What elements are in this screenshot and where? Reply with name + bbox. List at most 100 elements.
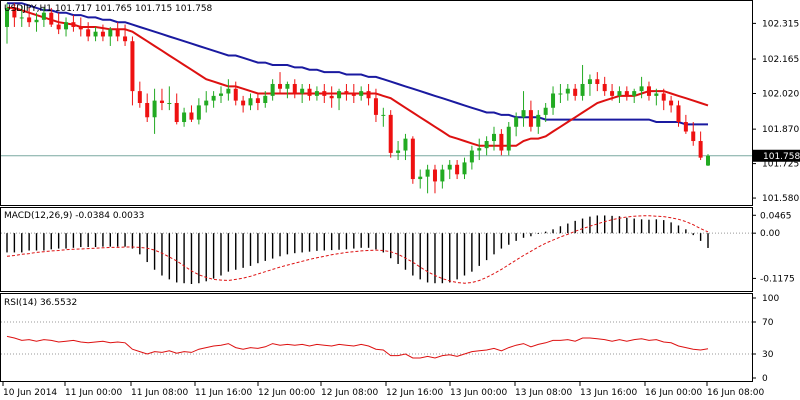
candle: [602, 76, 607, 96]
candle: [285, 81, 290, 99]
candle: [691, 122, 696, 146]
candle-body: [278, 83, 283, 89]
candle-body: [189, 112, 194, 120]
price-tick-label: 102.315: [762, 19, 799, 29]
candle-body: [314, 91, 319, 96]
candle: [669, 95, 674, 113]
candle: [632, 88, 637, 103]
candle-body: [669, 100, 674, 106]
candle: [344, 83, 349, 101]
candle-body: [410, 138, 415, 180]
candle: [64, 17, 69, 37]
candle: [182, 107, 187, 127]
time-tick-label: 16 Jun 08:00: [707, 388, 764, 398]
candle: [639, 76, 644, 99]
candle-body: [632, 91, 637, 96]
macd-panel: MACD(12,26,9) -0.0384 0.0033 0.0465 0.00 -…: [0, 207, 795, 292]
candle-body: [218, 93, 223, 96]
candle: [499, 129, 504, 156]
candle-body: [587, 79, 592, 84]
candle: [536, 110, 541, 134]
candle-body: [211, 95, 216, 101]
candle: [410, 136, 415, 184]
price-tick-label: 101.725: [762, 160, 799, 170]
price-tick-label: 102.020: [762, 89, 799, 99]
time-tick-label: 12 Jun 16:00: [386, 388, 443, 398]
candle-body: [499, 133, 504, 151]
candle: [676, 100, 681, 127]
candle: [174, 93, 179, 125]
time-tick-label: 11 Jun 00:00: [65, 388, 122, 398]
candle: [514, 112, 519, 137]
candle-body: [130, 41, 135, 92]
price-tick-label: 101.870: [762, 125, 799, 135]
candle: [71, 15, 76, 32]
candle-body: [469, 150, 474, 163]
time-tick-label: 13 Jun 00:00: [450, 388, 507, 398]
candle: [654, 88, 659, 106]
candle-body: [418, 176, 423, 180]
candle-body: [366, 91, 371, 99]
current-price-label-box: [753, 149, 800, 162]
candle: [56, 12, 61, 35]
candle-body: [691, 131, 696, 142]
candle: [270, 79, 275, 101]
candle: [255, 93, 260, 111]
time-axis: 10 Jun 2014 11 Jun 00:00 11 Jun 08:00 11 Ju…: [2, 382, 764, 398]
price-chart-title: USDJPY,H1 101.717 101.765 101.715 101.75…: [4, 4, 213, 14]
candle-body: [462, 162, 467, 175]
candle: [41, 7, 46, 27]
candle-body: [71, 22, 76, 27]
candle: [226, 79, 231, 101]
candle: [462, 157, 467, 180]
candle-body: [492, 133, 497, 142]
macd-tick-label: -0.1175: [760, 274, 795, 284]
candle-body: [543, 107, 548, 115]
candle: [152, 88, 157, 134]
macd-title: MACD(12,26,9) -0.0384 0.0033: [4, 211, 144, 221]
candle-body: [196, 105, 201, 120]
candle: [366, 83, 371, 106]
candle-body: [292, 83, 297, 94]
rsi-panel: RSI(14) 36.5532 100 70 30 0: [0, 293, 779, 384]
candle-body: [683, 122, 688, 132]
candle-body: [241, 100, 246, 106]
candle-body: [602, 83, 607, 92]
candle-body: [381, 114, 386, 116]
candle-body: [506, 126, 511, 151]
candle-body: [388, 114, 393, 153]
price-tick-label: 101.580: [762, 194, 799, 204]
candle: [580, 64, 585, 101]
candle: [314, 86, 319, 101]
candle-body: [440, 169, 445, 182]
price-tick-label: 102.165: [762, 55, 799, 65]
candle-body: [676, 105, 681, 123]
candle-body: [64, 22, 69, 30]
candle: [196, 98, 201, 125]
candle: [263, 91, 268, 108]
time-tick-label: 12 Jun 00:00: [258, 388, 315, 398]
candle-body: [100, 31, 105, 37]
rsi-tick-label: 30: [762, 350, 774, 360]
candle: [322, 83, 327, 103]
candle-body: [167, 103, 172, 104]
candle-body: [373, 98, 378, 115]
candle: [469, 145, 474, 170]
candle-body: [34, 19, 39, 23]
candle: [307, 83, 312, 101]
candle-body: [514, 117, 519, 127]
candle-body: [455, 164, 460, 175]
candle: [329, 86, 334, 108]
candle: [278, 72, 283, 94]
candle-body: [639, 86, 644, 92]
candle-body: [573, 88, 578, 96]
candle-body: [159, 100, 164, 103]
candle-body: [5, 7, 9, 27]
candle-body: [322, 91, 327, 96]
candle: [167, 86, 172, 111]
candle-body: [233, 88, 238, 101]
candle: [12, 3, 17, 27]
candle: [49, 7, 54, 27]
candle-body: [123, 36, 128, 42]
